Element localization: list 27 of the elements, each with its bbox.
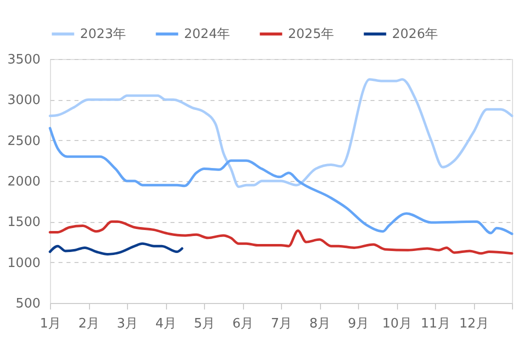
y-tick-label: 1500 xyxy=(7,215,40,230)
x-tick-label: 3月 xyxy=(116,316,138,332)
line-series xyxy=(48,126,514,236)
legend-label: 2026年 xyxy=(392,27,438,42)
legend-label: 2023年 xyxy=(80,27,126,42)
x-tick-label: 2月 xyxy=(78,316,100,332)
x-tick-label: 12月 xyxy=(459,316,489,332)
x-tick-label: 6月 xyxy=(232,316,254,332)
y-tick-label: 500 xyxy=(16,296,40,312)
x-tick-label: 10月 xyxy=(382,316,412,332)
x-tick-label: 9月 xyxy=(348,316,370,332)
line-series xyxy=(48,220,514,255)
y-tick-label: 2000 xyxy=(7,174,40,190)
legend-label: 2024年 xyxy=(184,27,230,42)
x-tick-label: 5月 xyxy=(194,316,216,332)
x-tick-label: 8月 xyxy=(309,316,331,332)
y-tick-label: 1000 xyxy=(7,256,40,271)
line-series xyxy=(48,242,184,256)
y-tick-label: 3500 xyxy=(7,52,40,68)
x-tick-label: 7月 xyxy=(270,316,292,332)
x-tick-label: 11月 xyxy=(420,316,450,332)
y-tick-label: 2500 xyxy=(7,134,40,149)
legend-label: 2025年 xyxy=(288,27,334,42)
x-tick-label: 4月 xyxy=(155,316,177,332)
x-tick-label: 1月 xyxy=(40,316,62,332)
y-tick-label: 3000 xyxy=(7,93,40,108)
line-series xyxy=(48,78,514,188)
